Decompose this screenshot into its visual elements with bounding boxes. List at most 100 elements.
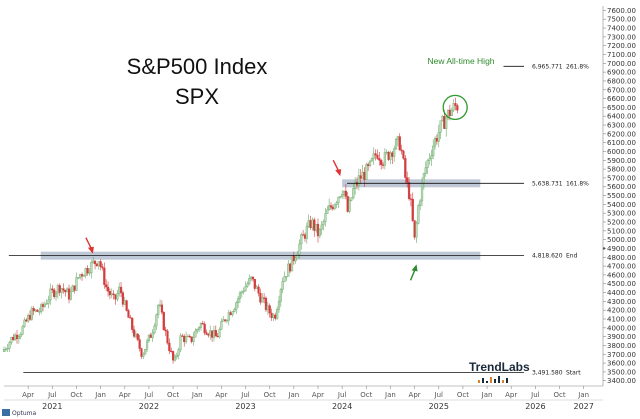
candle-body — [58, 285, 61, 293]
candle-body — [277, 301, 281, 310]
candle — [173, 354, 177, 362]
y-tick-label: 6200.00 — [607, 130, 636, 138]
candle-body — [21, 326, 24, 335]
candle-body — [209, 330, 212, 336]
x-month-label: Apr — [312, 391, 324, 399]
candle — [365, 162, 368, 181]
candle-body — [409, 198, 412, 200]
candle-body — [344, 190, 347, 197]
candle-body — [305, 226, 308, 239]
candle — [97, 261, 100, 270]
candle-body — [149, 334, 152, 338]
candle-body — [69, 291, 72, 300]
candle — [452, 99, 455, 113]
y-tick-label: 6900.00 — [607, 69, 636, 77]
candle-body — [71, 285, 74, 292]
candle-body — [359, 175, 362, 179]
candle — [385, 149, 388, 155]
candle — [158, 299, 162, 308]
candle — [142, 352, 145, 360]
candle-body — [329, 205, 333, 208]
x-month-label: Jan — [577, 391, 589, 399]
candle-body — [90, 261, 93, 273]
candle — [132, 325, 136, 338]
candle — [342, 190, 346, 199]
candle — [281, 277, 284, 294]
candle — [248, 274, 251, 286]
candle — [378, 151, 381, 166]
candle — [192, 332, 195, 346]
y-tick-label: 7600.00 — [607, 7, 636, 15]
ath-circle — [442, 94, 468, 121]
level-pct-label: End — [566, 253, 578, 260]
logo-bar — [490, 377, 492, 383]
candle — [207, 332, 210, 338]
candle-body — [294, 257, 297, 262]
candle-body — [32, 308, 35, 312]
candle — [45, 299, 48, 305]
x-month-label: Jul — [530, 391, 540, 399]
candle-body — [218, 329, 221, 338]
candle — [214, 325, 217, 337]
candle — [34, 309, 37, 313]
candle — [119, 281, 123, 297]
candle — [277, 295, 281, 313]
candle-body — [222, 319, 225, 322]
candle — [166, 329, 169, 345]
candle — [43, 301, 46, 309]
candle — [283, 271, 286, 283]
y-tick-label: 4200.00 — [607, 307, 636, 315]
candle — [250, 276, 253, 282]
candle-body — [27, 315, 30, 322]
candle — [381, 162, 385, 169]
candle — [8, 340, 11, 353]
candle-body — [337, 196, 340, 204]
x-month-label: Jul — [337, 391, 347, 399]
candle — [125, 299, 128, 312]
candle-body — [303, 234, 307, 239]
y-tick-label: 6300.00 — [607, 122, 636, 130]
candle — [69, 286, 72, 301]
candle — [266, 301, 269, 315]
candle — [112, 290, 115, 300]
candle — [242, 287, 245, 295]
candle-body — [112, 293, 115, 295]
candle-body — [240, 291, 243, 294]
y-tick-label: 4300.00 — [607, 298, 636, 306]
candle-body — [246, 283, 249, 287]
candle — [424, 161, 427, 177]
y-tick-label: 7200.00 — [607, 42, 636, 50]
candle — [212, 325, 216, 342]
candle-body — [381, 164, 385, 166]
candle — [396, 135, 399, 147]
y-tick-label: 4500.00 — [607, 280, 636, 288]
candle-body — [391, 152, 394, 157]
annotation-arrows — [85, 159, 418, 281]
candle — [259, 288, 262, 305]
candle-body — [106, 286, 110, 292]
x-year-label: 2027 — [573, 402, 593, 411]
candle — [131, 317, 134, 334]
x-year-label: 2025 — [429, 402, 449, 411]
candle-body — [417, 205, 420, 224]
candle-body — [82, 275, 85, 277]
candle-body — [415, 223, 418, 238]
candle-body — [194, 330, 197, 338]
candle — [62, 283, 65, 294]
candle-body — [380, 160, 383, 165]
candle-body — [307, 220, 310, 227]
x-month-label: Jul — [434, 391, 444, 399]
candle — [326, 205, 329, 214]
logo-bar — [498, 376, 500, 383]
candle — [184, 331, 188, 345]
candle — [389, 150, 392, 165]
candle — [138, 335, 141, 352]
arrow-head — [335, 169, 342, 177]
logo-bar — [494, 379, 496, 383]
y-tick-label: 4600.00 — [607, 271, 636, 279]
candle — [222, 315, 225, 322]
candle — [426, 159, 429, 175]
candle — [402, 149, 405, 160]
candle-body — [424, 167, 427, 174]
candle — [300, 232, 303, 250]
